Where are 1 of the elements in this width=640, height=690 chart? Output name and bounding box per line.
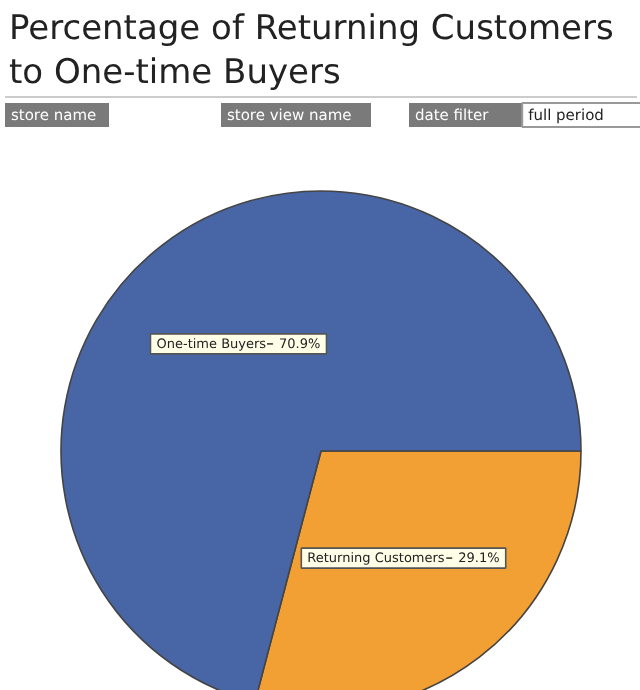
chart-title: Percentage of Returning Customers to One-time Buyers <box>9 9 615 93</box>
